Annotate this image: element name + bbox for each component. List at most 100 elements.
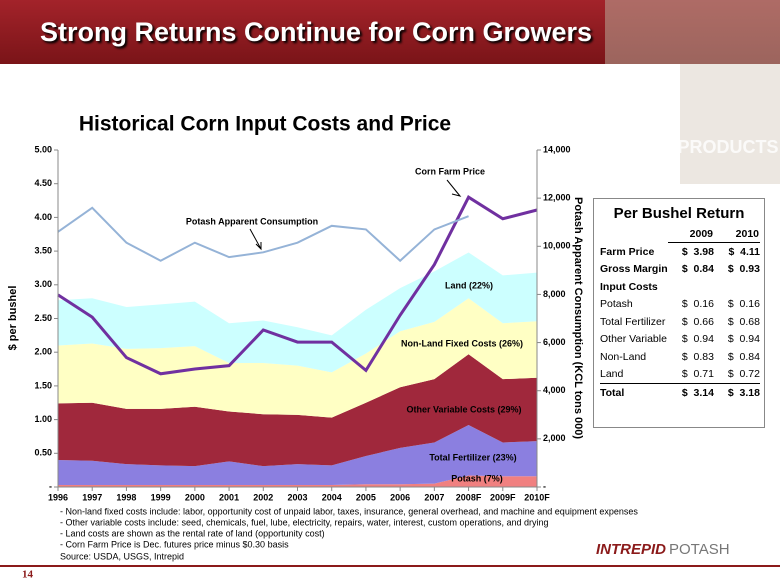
table-cell: $ 0.72 (727, 368, 760, 381)
table-cell: Gross Margin (600, 263, 668, 276)
y-tick-label: 2.00 (34, 347, 52, 357)
table-cell: $ 0.93 (727, 263, 760, 276)
x-tick-label: 2007 (424, 492, 444, 502)
y2-tick-label: 12,000 (543, 193, 571, 203)
y-tick-label: - (49, 481, 52, 491)
table-cell: Input Costs (600, 280, 658, 293)
y-tick-label: 1.50 (34, 380, 52, 390)
plot (57, 195, 538, 487)
notes: - Non-land fixed costs include: labor, o… (60, 506, 638, 561)
series-label: Total Fertilizer (23%) (429, 452, 516, 462)
y-tick-label: 3.00 (34, 279, 52, 289)
y-tick-label: 3.50 (34, 245, 52, 255)
y2-tick-label: 10,000 (543, 241, 571, 251)
table-cell: $ 0.68 (727, 315, 760, 328)
table-cell: Total Fertilizer (600, 315, 666, 328)
series-label: Corn Farm Price (415, 166, 485, 176)
table-cell: Non-Land (600, 350, 647, 363)
logo-part: INTREPID (596, 541, 666, 558)
table-cell: $ 0.16 (727, 298, 760, 311)
page-number: 14 (22, 569, 34, 581)
y-tick-label: 4.00 (34, 212, 52, 222)
table-row: Potash $ 0.16 $ 0.16 (600, 296, 760, 314)
column-header: 2010 (714, 225, 760, 243)
y-tick-label: 4.50 (34, 178, 52, 188)
note: - Non-land fixed costs include: labor, o… (60, 506, 638, 516)
area (58, 424, 537, 485)
logo-part: POTASH (669, 541, 730, 558)
area (58, 354, 537, 467)
x-tick-label: 2009F (490, 492, 516, 502)
table-row: Other Variable $ 0.94 $ 0.94 (600, 331, 760, 349)
x-tick-label: 1997 (82, 492, 102, 502)
table-cell: $ 0.84 (727, 350, 760, 363)
source: Source: USDA, USGS, Intrepid (60, 551, 184, 561)
table-cell: Potash (600, 298, 633, 311)
table-cell: $ 3.98 (681, 245, 714, 258)
y2-tick-label: 6,000 (543, 337, 566, 347)
table-title: Per Bushel Return (613, 205, 745, 222)
y2-axis-title: Potash Apparent Consumption (KCL tons 00… (572, 197, 584, 439)
x-tick-label: 2001 (219, 492, 239, 502)
y2-tick-label: 14,000 (543, 144, 571, 154)
series-label: Non-Land Fixed Costs (26%) (401, 338, 523, 348)
annotation-arrow (249, 228, 262, 251)
area (58, 252, 537, 373)
series-label: Potash Apparent Consumption (186, 216, 318, 226)
x-tick-label: 2000 (185, 492, 205, 502)
area (58, 475, 537, 487)
note: - Land costs are shown as the rental rat… (60, 528, 325, 538)
y-tick-label: 1.00 (34, 414, 52, 424)
table-cell: $ 3.14 (668, 383, 714, 402)
table-cell: $ 0.84 (681, 263, 714, 276)
table-cell: $ 3.18 (714, 383, 760, 402)
table-cell: Other Variable (600, 333, 667, 346)
y-tick-label: 2.50 (34, 313, 52, 323)
side-photo (680, 64, 780, 184)
table-row: Gross Margin $ 0.84 $ 0.93 (600, 261, 760, 279)
per-bushel-table: Per Bushel Return 2009 2010 Farm Price $ 3.… (593, 198, 765, 428)
y-axis-title: $ per bushel (7, 286, 19, 351)
x-tick-label: 1996 (48, 492, 68, 502)
table-cell: $ 0.83 (681, 350, 714, 363)
x-tick-label: 2004 (322, 492, 342, 502)
table-cell: Farm Price (600, 245, 655, 258)
column-header: 2009 (668, 225, 714, 243)
x-tick-label: 1998 (116, 492, 136, 502)
x-tick-label: 2008F (456, 492, 482, 502)
table-cell: $ 0.94 (681, 333, 714, 346)
line (57, 206, 469, 263)
table-row: Non-Land $ 0.83 $ 0.84 (600, 348, 760, 366)
series-label: Other Variable Costs (29%) (406, 404, 521, 414)
note: - Other variable costs include: seed, ch… (60, 517, 549, 527)
chart-title: Historical Corn Input Costs and Price (79, 113, 451, 136)
table-cell: $ 0.16 (681, 298, 714, 311)
y-tick-label: 5.00 (34, 144, 52, 154)
table-row: Farm Price $ 3.98 $ 4.11 (600, 243, 760, 261)
table-cell: $ 0.71 (681, 368, 714, 381)
y2-tick-label: 2,000 (543, 433, 566, 443)
y2-tick-label: 8,000 (543, 289, 566, 299)
table: 2009 2010 Farm Price $ 3.98 $ 4.11 Gross Marg… (600, 225, 760, 402)
y2-tick-label: 4,000 (543, 385, 566, 395)
table-cell: $ 0.94 (727, 333, 760, 346)
x-tick-label: 1999 (151, 492, 171, 502)
table-cell: Land (600, 368, 624, 381)
slide-title: Strong Returns Continue for Corn Growers (40, 17, 592, 47)
y-tick-label: 0.50 (34, 448, 52, 458)
series-label: Potash (7%) (451, 473, 503, 483)
table-cell: $ 4.11 (728, 245, 760, 258)
table-cell: Total (600, 383, 668, 402)
banner-text: PRODUCTS (677, 137, 778, 157)
x-tick-label: 2002 (253, 492, 273, 502)
series-label: Land (22%) (445, 280, 493, 290)
table-row: Total Fertilizer $ 0.66 $ 0.68 (600, 313, 760, 331)
y2-tick-label: - (543, 481, 546, 491)
table-row: Input Costs (600, 278, 760, 296)
note: - Corn Farm Price is Dec. futures price … (60, 539, 289, 549)
x-tick-label: 2006 (390, 492, 410, 502)
x-tick-label: 2003 (287, 492, 307, 502)
area (58, 298, 537, 418)
